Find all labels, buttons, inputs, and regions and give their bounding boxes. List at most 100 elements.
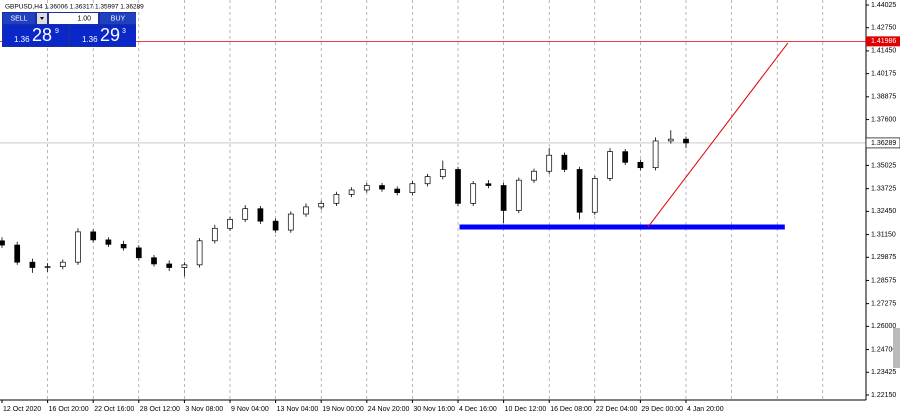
candle-body bbox=[90, 231, 97, 241]
candle-body bbox=[120, 244, 127, 249]
candle-body bbox=[318, 202, 325, 208]
x-tick-label: 22 Dec 04:00 bbox=[596, 406, 638, 413]
candle-body bbox=[0, 240, 5, 246]
bid-small: 9 bbox=[55, 28, 59, 35]
bid-big: 1.36 bbox=[14, 35, 30, 44]
candle-body bbox=[29, 261, 36, 268]
candle-body bbox=[576, 169, 583, 213]
hline-price-label: 1.41986 bbox=[871, 38, 896, 45]
candle-body bbox=[561, 154, 568, 170]
x-tick-label: 16 Oct 20:00 bbox=[49, 406, 89, 413]
x-tick-label: 22 Oct 16:00 bbox=[94, 406, 134, 413]
candle-body bbox=[211, 227, 218, 242]
y-tick-label: 1.40175 bbox=[871, 70, 896, 77]
candle-body bbox=[242, 208, 249, 220]
y-tick-label: 1.38875 bbox=[871, 94, 896, 101]
candle-body bbox=[272, 220, 279, 231]
symbol-info: GBPUSD,H4 1.36006 1.36317 1.35997 1.3628… bbox=[5, 4, 144, 11]
candle-body bbox=[227, 219, 233, 229]
y-tick-label: 1.31150 bbox=[871, 231, 896, 238]
candle-body bbox=[515, 179, 522, 211]
y-tick-label: 1.27275 bbox=[871, 300, 896, 307]
candle-body bbox=[652, 140, 659, 169]
candle-body bbox=[257, 208, 264, 222]
candle-body bbox=[683, 138, 689, 144]
y-tick-label: 1.37600 bbox=[871, 116, 896, 123]
candle-body bbox=[607, 151, 613, 179]
hline-price-tag bbox=[866, 36, 900, 47]
scroll-widget[interactable] bbox=[893, 328, 900, 368]
candle-body bbox=[75, 231, 81, 263]
ask-small: 3 bbox=[122, 28, 126, 35]
x-tick-label: 4 Dec 16:00 bbox=[459, 406, 497, 413]
y-tick-label: 1.41450 bbox=[871, 48, 896, 55]
candle-body bbox=[546, 154, 553, 172]
candle-body bbox=[181, 264, 188, 268]
sell-label: SELL bbox=[10, 15, 27, 22]
x-tick-label: 29 Dec 00:00 bbox=[641, 406, 683, 413]
candle-body bbox=[105, 239, 112, 245]
candle-body bbox=[500, 185, 507, 211]
x-tick-label: 4 Jan 20:00 bbox=[687, 406, 724, 413]
candle-body bbox=[135, 247, 142, 259]
current-price-tag bbox=[865, 137, 900, 149]
x-tick-label: 9 Nov 04:00 bbox=[231, 406, 269, 413]
x-tick-label: 30 Nov 16:00 bbox=[413, 406, 455, 413]
x-tick-label: 24 Nov 20:00 bbox=[368, 406, 410, 413]
candle-body bbox=[485, 183, 492, 186]
candle-body bbox=[591, 178, 598, 213]
y-tick-label: 1.24700 bbox=[871, 346, 896, 353]
y-tick-label: 1.33725 bbox=[871, 185, 896, 192]
candle-body bbox=[667, 138, 674, 142]
y-tick-label: 1.44025 bbox=[871, 2, 896, 9]
candle-body bbox=[333, 194, 340, 204]
sell-button[interactable] bbox=[3, 13, 35, 24]
candle-body bbox=[287, 213, 294, 231]
sell-price-box[interactable] bbox=[3, 25, 68, 46]
x-tick-label: 10 Dec 12:00 bbox=[505, 406, 547, 413]
y-tick-label: 1.22150 bbox=[871, 392, 896, 399]
candle-body bbox=[394, 188, 401, 193]
y-tick-label: 1.26000 bbox=[871, 323, 896, 330]
candle-body bbox=[44, 266, 51, 268]
candle-body bbox=[531, 170, 537, 181]
x-tick-label: 12 Oct 2020 bbox=[3, 406, 41, 413]
buy-label: BUY bbox=[111, 15, 126, 22]
y-tick-label: 1.29875 bbox=[871, 254, 896, 261]
candle-body bbox=[348, 189, 355, 195]
candle-body bbox=[622, 151, 629, 163]
y-tick-label: 1.42750 bbox=[871, 25, 896, 32]
candle-body bbox=[59, 261, 66, 267]
candle-body bbox=[409, 183, 416, 193]
candle-body bbox=[151, 257, 157, 265]
candle-body bbox=[14, 244, 21, 263]
candle-body bbox=[303, 206, 309, 215]
candle-body bbox=[470, 183, 477, 204]
x-tick-label: 28 Oct 12:00 bbox=[140, 406, 180, 413]
candle-body bbox=[379, 185, 385, 190]
trade-panel: GBPUSD,H4 1.36006 1.36317 1.35997 1.3628… bbox=[2, 4, 144, 47]
y-tick-label: 1.35025 bbox=[871, 162, 896, 169]
x-tick-label: 13 Nov 04:00 bbox=[277, 406, 319, 413]
current-price-label: 1.36289 bbox=[871, 140, 896, 147]
candle-body bbox=[439, 169, 446, 177]
lot-input[interactable] bbox=[49, 13, 98, 24]
x-tick-label: 16 Dec 08:00 bbox=[550, 406, 592, 413]
candle-body bbox=[424, 176, 431, 185]
ask-big: 1.36 bbox=[82, 35, 98, 44]
buy-price-box[interactable] bbox=[70, 25, 136, 46]
candle-body bbox=[196, 240, 203, 266]
buy-button[interactable] bbox=[100, 13, 136, 24]
candle-body bbox=[166, 263, 173, 268]
y-tick-label: 1.23425 bbox=[871, 369, 896, 376]
lot-value: 1.00 bbox=[77, 15, 91, 22]
candle-body bbox=[363, 185, 370, 191]
drawing-line bbox=[647, 42, 789, 228]
y-tick-label: 1.32450 bbox=[871, 208, 896, 215]
bid-mid: 28 bbox=[32, 25, 52, 45]
candle-body bbox=[637, 161, 644, 169]
x-tick-label: 3 Nov 08:00 bbox=[185, 406, 223, 413]
